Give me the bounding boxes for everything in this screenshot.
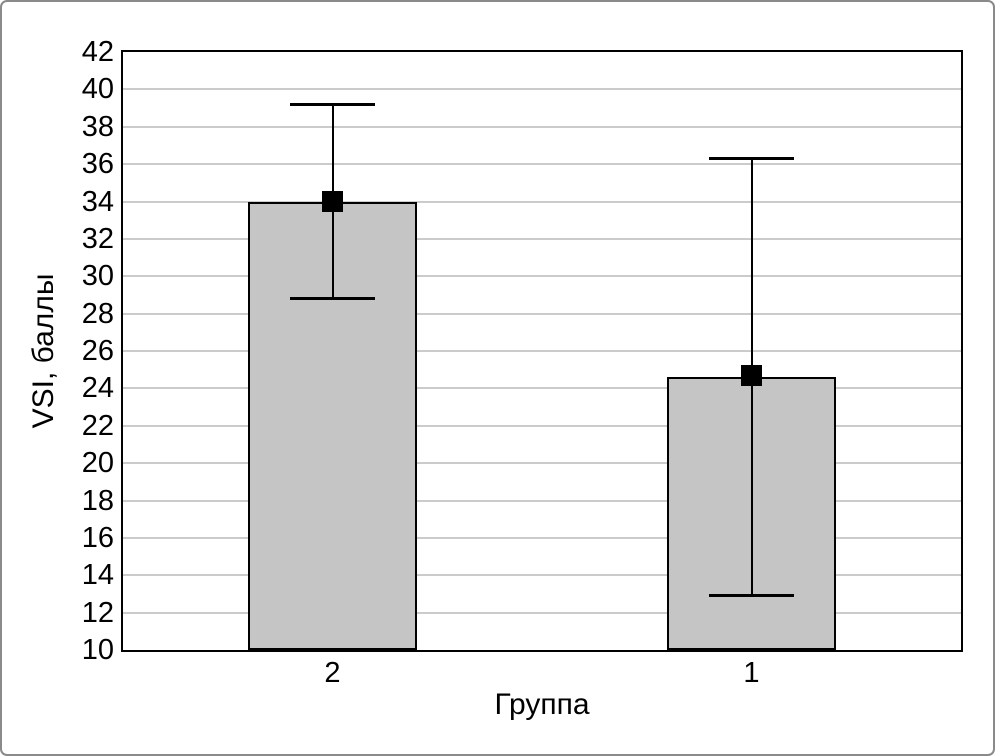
gridline-y-20 (123, 462, 961, 465)
y-tick-label-10: 10 (81, 634, 114, 666)
y-tick-label-34: 34 (81, 185, 114, 218)
mean-square-marker-group-2 (322, 191, 343, 212)
gridline-y-28 (123, 312, 961, 315)
y-tick-label-16: 16 (81, 521, 114, 554)
y-axis-title: VSI, баллы (27, 273, 60, 429)
x-tick-label-group-1: 1 (743, 657, 760, 689)
gridline-y-40 (123, 88, 961, 91)
gridline-y-14 (123, 574, 961, 577)
x-axis-title: Группа (494, 688, 590, 721)
plot-area (121, 50, 963, 652)
error-bar-cap-upper-group-1 (709, 157, 794, 161)
error-bar-cap-lower-group-1 (709, 594, 794, 598)
gridline-y-24 (123, 387, 961, 390)
gridline-y-12 (123, 611, 961, 614)
gridline-y-30 (123, 275, 961, 278)
y-tick-label-36: 36 (81, 148, 114, 181)
gridline-y-26 (123, 350, 961, 352)
x-tick-label-group-2: 2 (324, 657, 341, 689)
y-tick-label-38: 38 (81, 110, 114, 143)
y-tick-label-24: 24 (81, 372, 114, 405)
y-tick-label-30: 30 (81, 260, 114, 293)
y-tick-label-12: 12 (81, 596, 114, 629)
y-tick-label-26: 26 (81, 335, 114, 367)
gridline-y-18 (123, 499, 961, 502)
error-bar-cap-lower-group-2 (290, 297, 375, 301)
gridline-y-34 (123, 200, 961, 203)
gridline-y-38 (123, 125, 961, 128)
y-tick-label-20: 20 (81, 447, 114, 480)
error-bar-cap-upper-group-2 (290, 102, 375, 106)
gridline-y-16 (123, 536, 961, 539)
mean-square-marker-group-1 (741, 364, 762, 386)
gridline-y-36 (123, 163, 961, 166)
y-tick-label-18: 18 (81, 484, 114, 517)
y-tick-label-22: 22 (81, 409, 114, 442)
y-tick-label-32: 32 (81, 222, 114, 255)
y-tick-label-42: 42 (81, 36, 114, 68)
y-tick-label-40: 40 (81, 73, 114, 106)
gridline-y-32 (123, 237, 961, 240)
y-tick-label-28: 28 (81, 297, 114, 330)
y-tick-label-14: 14 (81, 559, 114, 592)
gridline-y-22 (123, 424, 961, 427)
